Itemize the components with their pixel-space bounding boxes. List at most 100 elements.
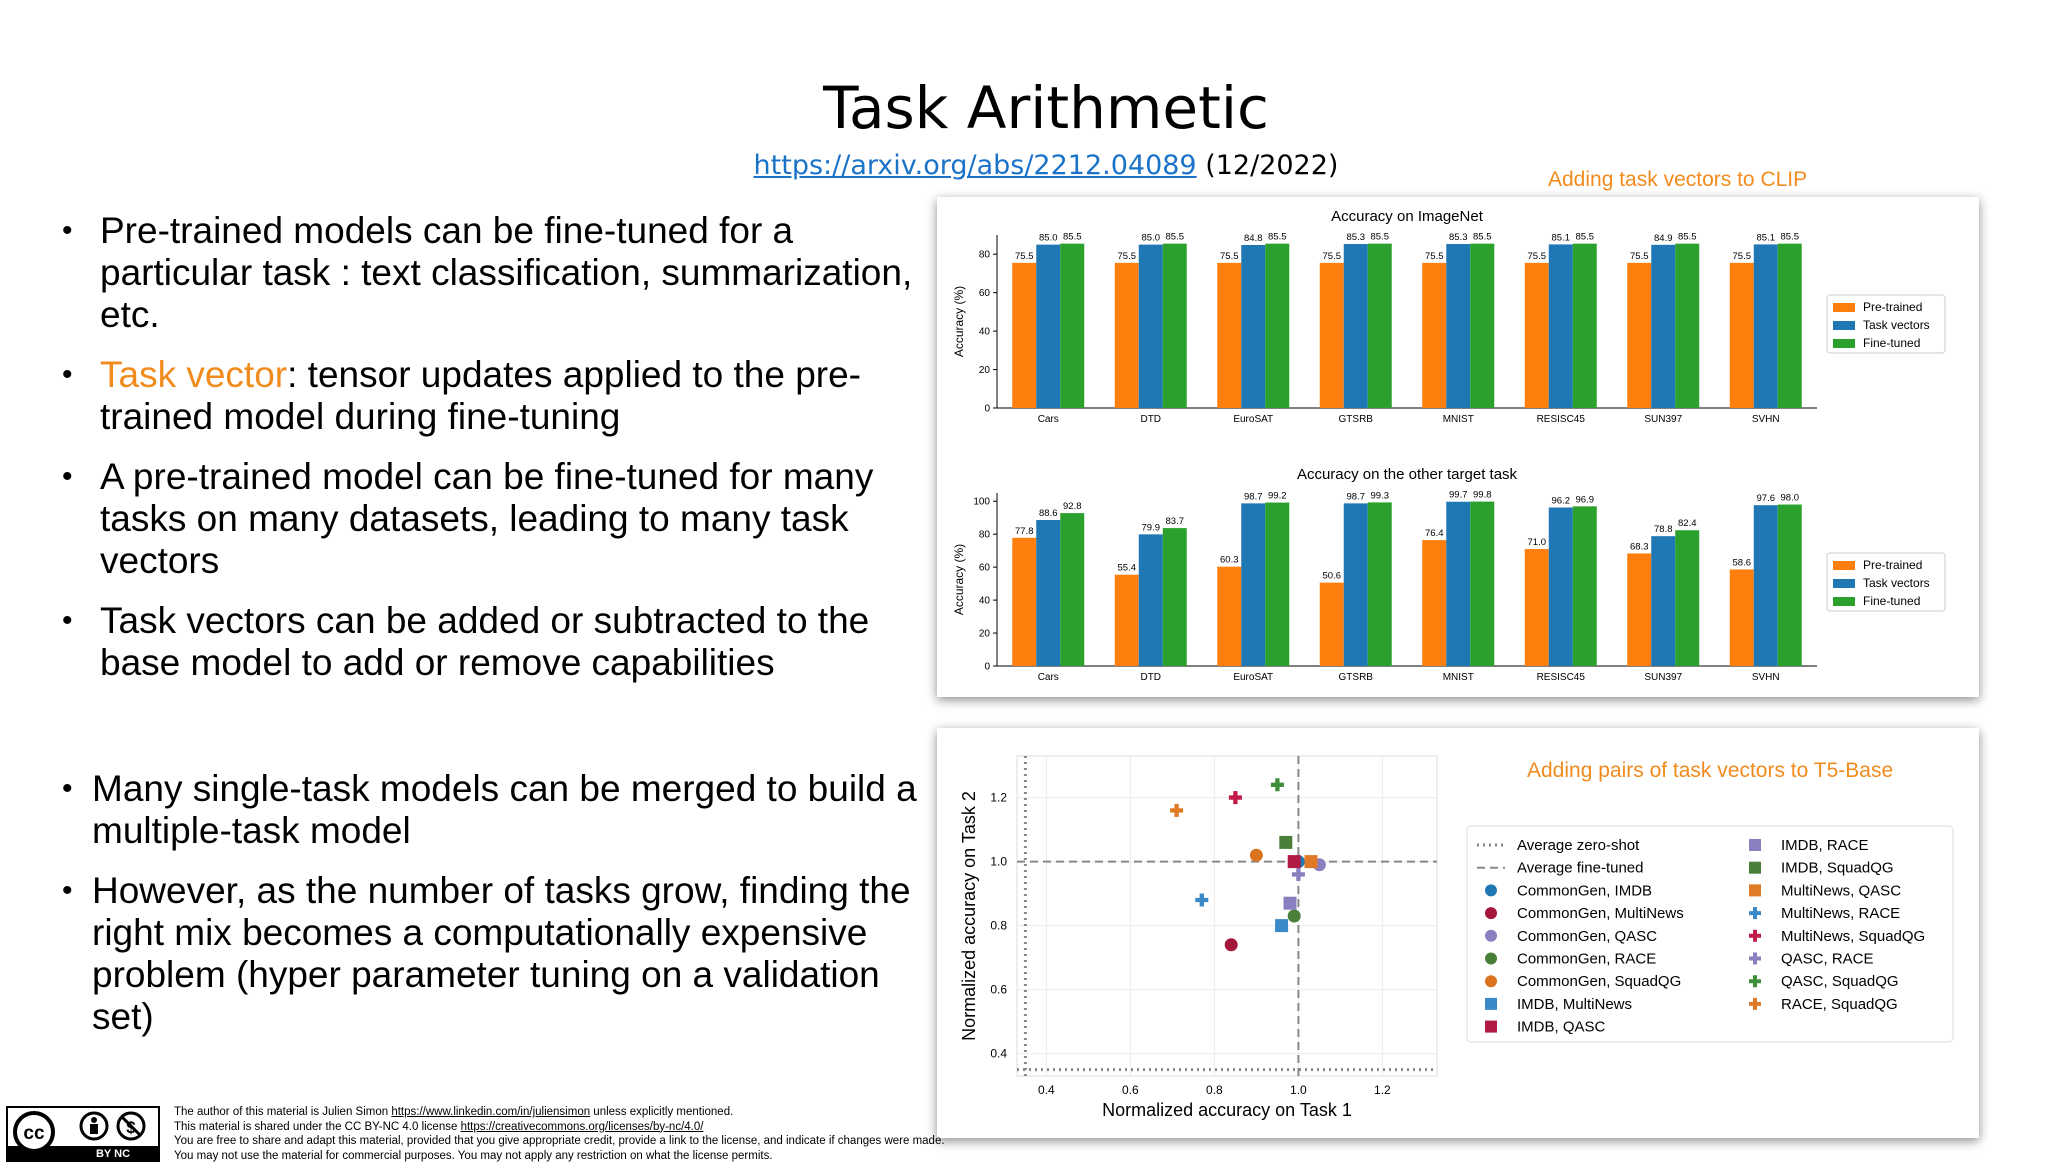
bar bbox=[1446, 244, 1471, 408]
bar bbox=[1114, 574, 1139, 666]
slide-title: Task Arithmetic bbox=[823, 74, 1269, 142]
bar bbox=[1162, 243, 1187, 408]
chart-title: Accuracy on ImageNet bbox=[1331, 208, 1484, 225]
footer-line-4: You may not use the material for commerc… bbox=[174, 1149, 773, 1162]
bar bbox=[1036, 244, 1061, 408]
cc-logo-icon: cc $ BY NC bbox=[8, 1111, 158, 1160]
data-point bbox=[1249, 848, 1263, 862]
bar bbox=[1470, 243, 1495, 408]
bullet-dot: • bbox=[62, 772, 73, 805]
clip-bar-charts: Accuracy on ImageNet 0 20 40 60 80 Accuracy (%… bbox=[952, 208, 1946, 683]
x-tick-label: EuroSAT bbox=[1233, 672, 1273, 683]
x-tick-label: GTSRB bbox=[1339, 414, 1374, 425]
task-vector-term: Task vector bbox=[100, 354, 288, 395]
legend-label: QASC, RACE bbox=[1781, 951, 1874, 968]
legend-swatch bbox=[1833, 579, 1855, 588]
data-point bbox=[1275, 919, 1289, 933]
legend-marker bbox=[1749, 884, 1761, 897]
t5-scatter-chart: 0.4 0.6 0.8 1.0 1.2 0.4 0.6 0.8 1.0 1.2 Normalized… bbox=[959, 755, 1954, 1120]
legend-marker bbox=[1485, 929, 1497, 942]
data-point bbox=[1291, 867, 1305, 881]
data-label: 75.5 bbox=[1220, 251, 1239, 262]
bar bbox=[1627, 262, 1652, 408]
legend-label: IMDB, SquadQG bbox=[1781, 860, 1894, 877]
paper-link[interactable]: https://arxiv.org/abs/2212.04089 bbox=[753, 150, 1197, 181]
legend-label: QASC, SquadQG bbox=[1781, 973, 1899, 990]
author-link[interactable]: https://www.linkedin.com/in/juliensimon bbox=[391, 1106, 591, 1118]
bullet-dot: • bbox=[62, 214, 73, 247]
data-label: 85.5 bbox=[1781, 232, 1800, 243]
chart-title: Accuracy on the other target task bbox=[1297, 466, 1518, 483]
data-label: 60.3 bbox=[1220, 555, 1239, 566]
y-tick-label: 80 bbox=[979, 250, 991, 261]
bar bbox=[1572, 506, 1597, 666]
data-label: 85.5 bbox=[1063, 232, 1082, 243]
bar bbox=[1753, 505, 1778, 666]
bar bbox=[1012, 537, 1037, 666]
legend-label: CommonGen, RACE bbox=[1517, 951, 1656, 968]
x-tick-label: DTD bbox=[1140, 414, 1161, 425]
data-label: 68.3 bbox=[1630, 541, 1649, 552]
bullet-item: • However, as the number of tasks grow, f… bbox=[62, 870, 922, 1038]
data-label: 85.5 bbox=[1576, 232, 1595, 243]
data-label: 75.5 bbox=[1015, 251, 1034, 262]
x-tick-label: SUN397 bbox=[1644, 414, 1682, 425]
legend-label: Task vectors bbox=[1863, 318, 1930, 332]
t5-chart-panel: 0.4 0.6 0.8 1.0 1.2 0.4 0.6 0.8 1.0 1.2 Normalized… bbox=[937, 728, 1979, 1138]
legend-label: Pre-trained bbox=[1863, 300, 1922, 314]
bar bbox=[1422, 262, 1447, 408]
data-label: 92.8 bbox=[1063, 501, 1082, 512]
legend-box bbox=[1826, 552, 1946, 612]
t5-caption: Adding pairs of task vectors to T5-Base bbox=[1527, 759, 1894, 782]
legend-label: CommonGen, SquadQG bbox=[1517, 973, 1681, 990]
legend-label: MultiNews, RACE bbox=[1781, 905, 1900, 922]
bar bbox=[1651, 536, 1676, 666]
legend-label: CommonGen, MultiNews bbox=[1517, 905, 1684, 922]
data-label: 99.8 bbox=[1473, 490, 1492, 501]
data-label: 75.5 bbox=[1425, 251, 1444, 262]
scatter-legend: Average zero-shot Average fine-tuned Commo… bbox=[1466, 825, 1954, 1043]
y-tick-label: 100 bbox=[973, 497, 990, 508]
y-tick-label: 0.8 bbox=[990, 919, 1007, 933]
bar bbox=[1241, 503, 1266, 666]
legend-marker bbox=[1485, 952, 1497, 965]
bar bbox=[1012, 262, 1037, 408]
x-tick-label: SVHN bbox=[1752, 672, 1780, 683]
data-label: 75.5 bbox=[1630, 251, 1649, 262]
scatter-plot: 0.4 0.6 0.8 1.0 1.2 0.4 0.6 0.8 1.0 1.2 Normalized… bbox=[959, 755, 1438, 1120]
data-label: 76.4 bbox=[1425, 528, 1444, 539]
bullet-list-bottom: • Many single-task models can be merged t… bbox=[62, 768, 922, 1056]
x-tick-label: Cars bbox=[1038, 672, 1059, 683]
y-tick-label: 40 bbox=[979, 327, 991, 338]
bar bbox=[1217, 262, 1242, 408]
x-tick-label: EuroSAT bbox=[1233, 414, 1273, 425]
data-label: 97.6 bbox=[1757, 493, 1776, 504]
data-label: 99.7 bbox=[1449, 490, 1468, 501]
bar bbox=[1729, 262, 1754, 408]
legend-label: IMDB, QASC bbox=[1517, 1019, 1606, 1036]
data-label: 55.4 bbox=[1118, 563, 1137, 574]
legend-marker bbox=[1749, 907, 1761, 920]
data-label: 85.5 bbox=[1371, 232, 1390, 243]
data-point bbox=[1228, 791, 1242, 805]
license-link[interactable]: https://creativecommons.org/licenses/by-… bbox=[460, 1120, 704, 1133]
legend-marker bbox=[1749, 975, 1761, 988]
legend-marker bbox=[1485, 997, 1497, 1010]
bullet-item: • Task vectors can be added or subtracted… bbox=[62, 600, 922, 684]
y-tick-label: 1.0 bbox=[990, 855, 1007, 869]
y-tick-label: 1.2 bbox=[990, 791, 1007, 805]
data-point bbox=[1283, 896, 1297, 910]
bar bbox=[1470, 501, 1495, 666]
bullet-text: Many single-task models can be merged to… bbox=[92, 768, 917, 851]
data-label: 96.9 bbox=[1576, 494, 1595, 505]
footer-line-1: The author of this material is Julien Si… bbox=[174, 1106, 734, 1118]
bar bbox=[1138, 534, 1163, 666]
data-label: 84.8 bbox=[1244, 233, 1263, 244]
data-label: 85.5 bbox=[1166, 232, 1185, 243]
bullet-dot: • bbox=[62, 604, 73, 637]
bullet-list-top: • Pre-trained models can be fine-tuned fo… bbox=[62, 210, 922, 702]
bar bbox=[1548, 244, 1573, 408]
legend-box bbox=[1466, 825, 1954, 1043]
bullet-dot: • bbox=[62, 874, 73, 907]
bullet-text: However, as the number of tasks grow, fi… bbox=[92, 870, 911, 1037]
